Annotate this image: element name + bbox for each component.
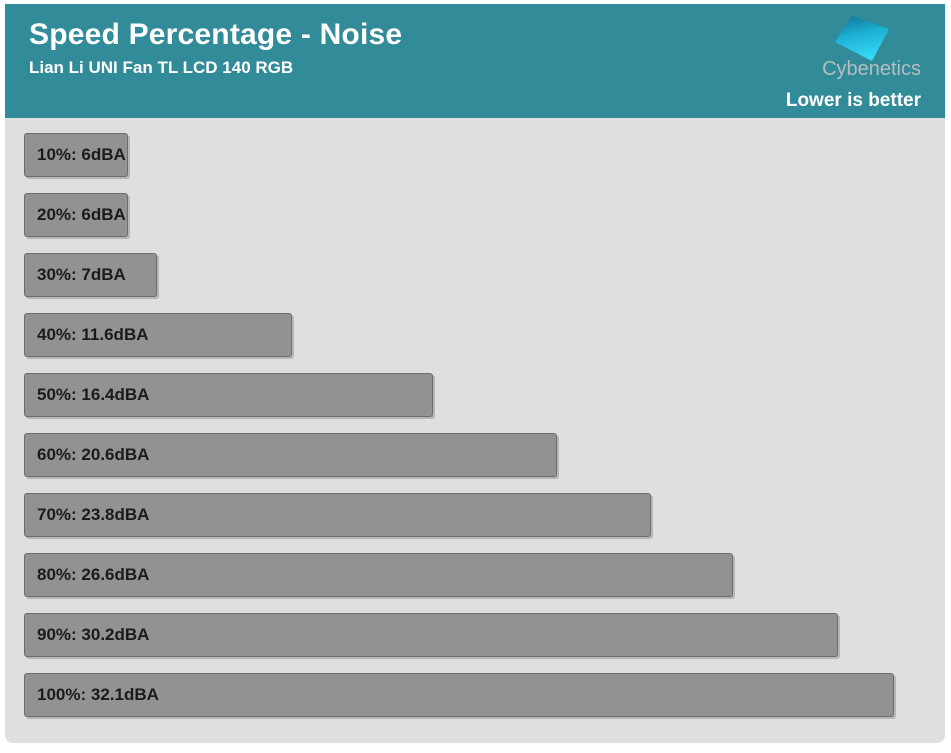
- bar-row: 50%: 16.4dBA: [24, 373, 945, 417]
- brand-name: Cybenetics: [822, 58, 921, 80]
- bar-row: 100%: 32.1dBA: [24, 673, 945, 717]
- bar-label: 20%: 6dBA: [37, 205, 126, 224]
- bar-row: 80%: 26.6dBA: [24, 553, 945, 597]
- bar-60%: 60%: 20.6dBA: [24, 433, 557, 477]
- bar-40%: 40%: 11.6dBA: [24, 313, 292, 357]
- bar-row: 40%: 11.6dBA: [24, 313, 945, 357]
- chart-title: Speed Percentage - Noise: [29, 18, 403, 51]
- bar-90%: 90%: 30.2dBA: [24, 613, 838, 657]
- lower-is-better-note: Lower is better: [785, 90, 921, 111]
- bar-100%: 100%: 32.1dBA: [24, 673, 894, 717]
- bar-label: 50%: 16.4dBA: [37, 385, 150, 404]
- bar-row: 70%: 23.8dBA: [24, 493, 945, 537]
- bar-70%: 70%: 23.8dBA: [24, 493, 651, 537]
- bar-label: 70%: 23.8dBA: [37, 505, 150, 524]
- bar-label: 80%: 26.6dBA: [37, 565, 150, 584]
- bar-50%: 50%: 16.4dBA: [24, 373, 433, 417]
- bar-row: 20%: 6dBA: [24, 193, 945, 237]
- bar-label: 60%: 20.6dBA: [37, 445, 150, 464]
- bar-80%: 80%: 26.6dBA: [24, 553, 733, 597]
- bar-label: 90%: 30.2dBA: [37, 625, 150, 644]
- bar-30%: 30%: 7dBA: [24, 253, 157, 297]
- bar-label: 30%: 7dBA: [37, 265, 126, 284]
- chart-subtitle: Lian Li UNI Fan TL LCD 140 RGB: [29, 58, 294, 77]
- bar-20%: 20%: 6dBA: [24, 193, 128, 237]
- chart-header: Speed Percentage - Noise Lian Li UNI Fan…: [5, 4, 945, 118]
- bar-label: 100%: 32.1dBA: [37, 685, 159, 704]
- card-inner: Speed Percentage - Noise Lian Li UNI Fan…: [5, 4, 945, 743]
- bar-row: 30%: 7dBA: [24, 253, 945, 297]
- bar-10%: 10%: 6dBA: [24, 133, 128, 177]
- bar-label: 10%: 6dBA: [37, 145, 126, 164]
- bar-row: 90%: 30.2dBA: [24, 613, 945, 657]
- bar-row: 10%: 6dBA: [24, 133, 945, 177]
- bar-row: 60%: 20.6dBA: [24, 433, 945, 477]
- bar-label: 40%: 11.6dBA: [37, 325, 149, 344]
- cybenetics-logo-icon: [835, 16, 889, 61]
- bar-chart: 10%: 6dBA 20%: 6dBA 30%: 7dBA 40%: 11.6dBA 5…: [5, 118, 945, 743]
